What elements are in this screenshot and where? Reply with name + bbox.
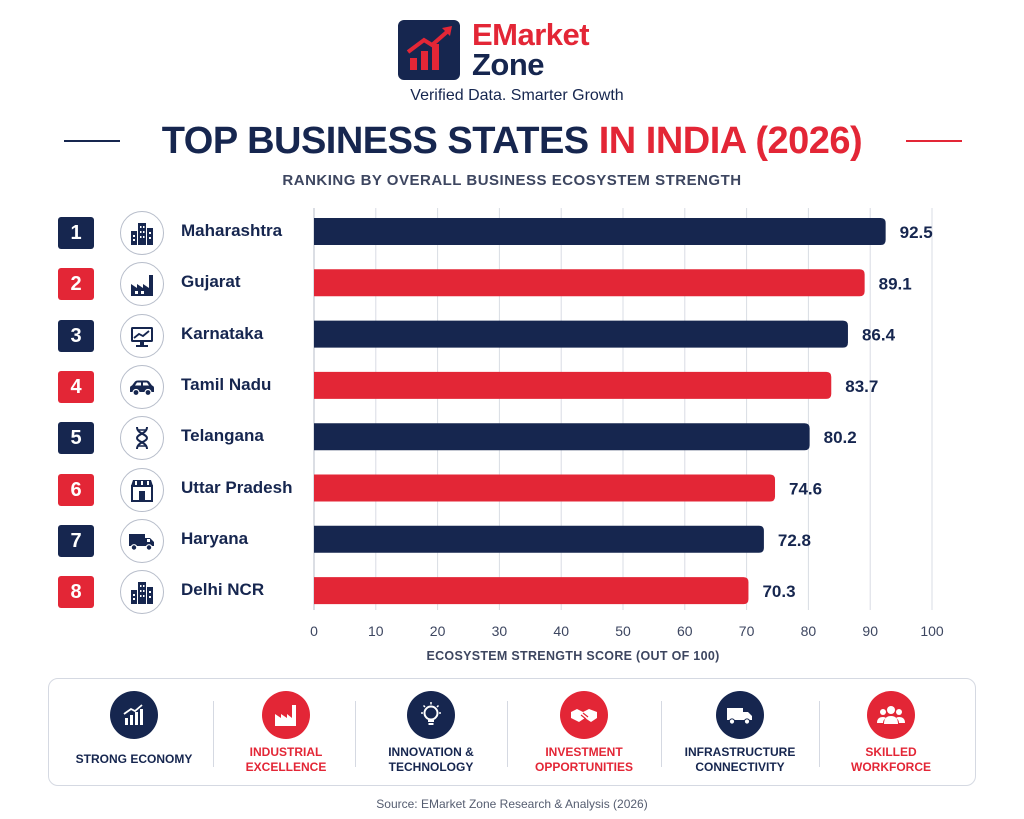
x-tick-label: 30: [492, 623, 508, 639]
x-tick-label: 20: [430, 623, 446, 639]
rank-badge: 7: [58, 524, 94, 557]
rank-badge: 6: [58, 473, 94, 506]
rank-badge: 8: [58, 576, 94, 609]
x-tick-label: 0: [310, 623, 318, 639]
brand-tagline: Verified Data. Smarter Growth: [410, 87, 624, 104]
bar-chart: 0 10 20 30 40 50 60 70 80 90 100 ECOSYSTEM STRENGTH…: [310, 208, 944, 663]
source-note: Source: EMarket Zone Research & Analysis…: [376, 797, 648, 811]
ranking-row: 2 Gujarat: [0, 262, 1024, 307]
brand-name-line2: Zone: [472, 47, 545, 82]
title-part1: TOP BUSINESS STATES: [161, 120, 599, 162]
x-tick-label: 80: [801, 623, 817, 639]
city-buildings-icon: [120, 570, 164, 615]
computer-monitor-icon: [120, 313, 164, 358]
handshake-icon: [560, 691, 608, 739]
car-icon: [120, 364, 164, 409]
bar: [314, 320, 848, 348]
state-name: Karnataka: [181, 323, 264, 343]
title-part2: IN INDIA (2026): [598, 120, 863, 162]
ranking-row: 1 Maharashtra: [0, 211, 1024, 255]
brand-name-line1: EMarket: [472, 17, 590, 52]
rank-badge: 5: [58, 422, 94, 455]
bar-value-label: 80.2: [824, 428, 857, 447]
bar: [314, 525, 764, 553]
divider: [355, 701, 356, 767]
state-name: Maharashtra: [181, 221, 283, 240]
bar: [314, 371, 832, 399]
feature-item: INFRASTRUCTURE CONNECTIVITY: [665, 679, 815, 785]
feature-item: SKILLED WORKFORCE: [816, 679, 966, 785]
divider: [213, 701, 214, 767]
feature-label: INDUSTRIAL EXCELLENCE: [245, 745, 327, 774]
page-title: TOP BUSINESS STATES IN INDIA (2026): [0, 118, 1024, 164]
bar: [314, 474, 776, 502]
state-name: Delhi NCR: [181, 580, 265, 600]
feature-label: STRONG ECONOMY: [75, 752, 193, 766]
factory-icon: [262, 691, 310, 739]
divider: [507, 701, 508, 767]
bar-value-label: 70.3: [762, 582, 795, 601]
lightbulb-icon: [407, 691, 455, 739]
rank-badge: 1: [58, 217, 94, 249]
bar-value-label: 74.6: [789, 480, 822, 499]
feature-label: INVESTMENT OPPORTUNITIES: [534, 745, 633, 774]
x-tick-label: 100: [920, 623, 944, 639]
feature-label: INFRASTRUCTURE CONNECTIVITY: [684, 745, 796, 774]
ranking-row: 4 Tamil Nadu: [0, 364, 1024, 409]
ranking-row: 3 Karnataka: [0, 313, 1024, 358]
feature-item: INVESTMENT OPPORTUNITIES: [509, 679, 659, 785]
state-name: Uttar Pradesh: [181, 477, 293, 497]
dna-icon: [120, 416, 164, 461]
x-tick-label: 60: [677, 623, 693, 639]
bar-value-label: 92.5: [900, 223, 933, 242]
features-panel: STRONG ECONOMY INDUSTRIAL EXCELLENCE INNO…: [48, 678, 976, 786]
bar-value-label: 86.4: [862, 326, 896, 345]
truck-icon: [120, 518, 164, 563]
truck-icon: [716, 691, 764, 739]
rank-badge: 3: [58, 319, 94, 352]
feature-label: INNOVATION & TECHNOLOGY: [388, 745, 474, 774]
state-name: Tamil Nadu: [181, 374, 272, 394]
feature-item: STRONG ECONOMY: [59, 679, 209, 785]
brand-logo: EMarket Zone: [398, 17, 638, 82]
feature-label: SKILLED WORKFORCE: [851, 745, 931, 774]
divider: [661, 701, 662, 767]
x-tick-label: 50: [615, 623, 631, 639]
title-rule-right: [906, 140, 962, 142]
ranking-row: 5 Telangana: [0, 416, 1024, 461]
x-tick-label: 70: [739, 623, 755, 639]
chart-subtitle: RANKING BY OVERALL BUSINESS ECOSYSTEM ST…: [282, 172, 742, 189]
growth-chart-icon: [398, 20, 460, 80]
bar-value-label: 83.7: [845, 377, 878, 396]
growth-chart-icon: [110, 691, 158, 739]
x-tick-label: 40: [553, 623, 569, 639]
x-tick-label: 90: [862, 623, 878, 639]
state-name: Telangana: [181, 426, 264, 446]
x-axis-label: ECOSYSTEM STRENGTH SCORE (OUT OF 100): [426, 649, 719, 663]
ranking-row: 7 Haryana: [0, 518, 1024, 563]
feature-item: INDUSTRIAL EXCELLENCE: [211, 679, 361, 785]
bar: [314, 423, 810, 451]
city-buildings-icon: [120, 211, 164, 255]
bar-value-label: 72.8: [778, 531, 811, 550]
bar: [314, 577, 749, 605]
divider: [819, 701, 820, 767]
rank-badge: 2: [58, 268, 94, 301]
people-icon: [867, 691, 915, 739]
rank-badge: 4: [58, 370, 94, 403]
storefront-icon: [120, 467, 164, 512]
bar: [314, 269, 865, 297]
bar-value-label: 89.1: [879, 274, 912, 293]
state-name: Gujarat: [181, 272, 241, 292]
ranking-row: 8 Delhi NCR: [0, 570, 1024, 615]
feature-item: INNOVATION & TECHNOLOGY: [356, 679, 506, 785]
x-tick-label: 10: [368, 623, 384, 639]
bar: [314, 218, 886, 245]
title-rule-left: [64, 140, 120, 142]
factory-icon: [120, 262, 164, 307]
state-name: Haryana: [181, 528, 249, 548]
ranking-row: 6 Uttar Pradesh: [0, 467, 1024, 512]
